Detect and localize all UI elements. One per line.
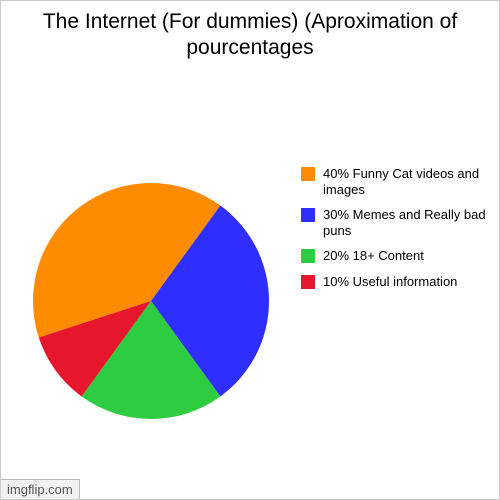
chart-title: The Internet (For dummies) (Aproximation…	[1, 1, 499, 62]
chart-container: The Internet (For dummies) (Aproximation…	[0, 0, 500, 500]
legend-label-2: 20% 18+ Content	[323, 248, 424, 264]
legend-label-3: 10% Useful information	[323, 274, 457, 290]
legend-item-0: 40% Funny Cat videos and images	[301, 166, 486, 197]
legend-swatch-1	[301, 208, 315, 222]
legend-item-3: 10% Useful information	[301, 274, 486, 290]
chart-area: 40% Funny Cat videos and images 30% Memes…	[1, 81, 500, 481]
legend-item-2: 20% 18+ Content	[301, 248, 486, 264]
legend: 40% Funny Cat videos and images 30% Memes…	[301, 166, 486, 300]
legend-swatch-2	[301, 249, 315, 263]
legend-label-0: 40% Funny Cat videos and images	[323, 166, 486, 197]
pie-chart	[31, 181, 271, 426]
legend-swatch-0	[301, 167, 315, 181]
legend-item-1: 30% Memes and Really bad puns	[301, 207, 486, 238]
watermark: imgflip.com	[1, 479, 80, 499]
legend-label-1: 30% Memes and Really bad puns	[323, 207, 486, 238]
pie-svg	[31, 181, 271, 421]
legend-swatch-3	[301, 275, 315, 289]
